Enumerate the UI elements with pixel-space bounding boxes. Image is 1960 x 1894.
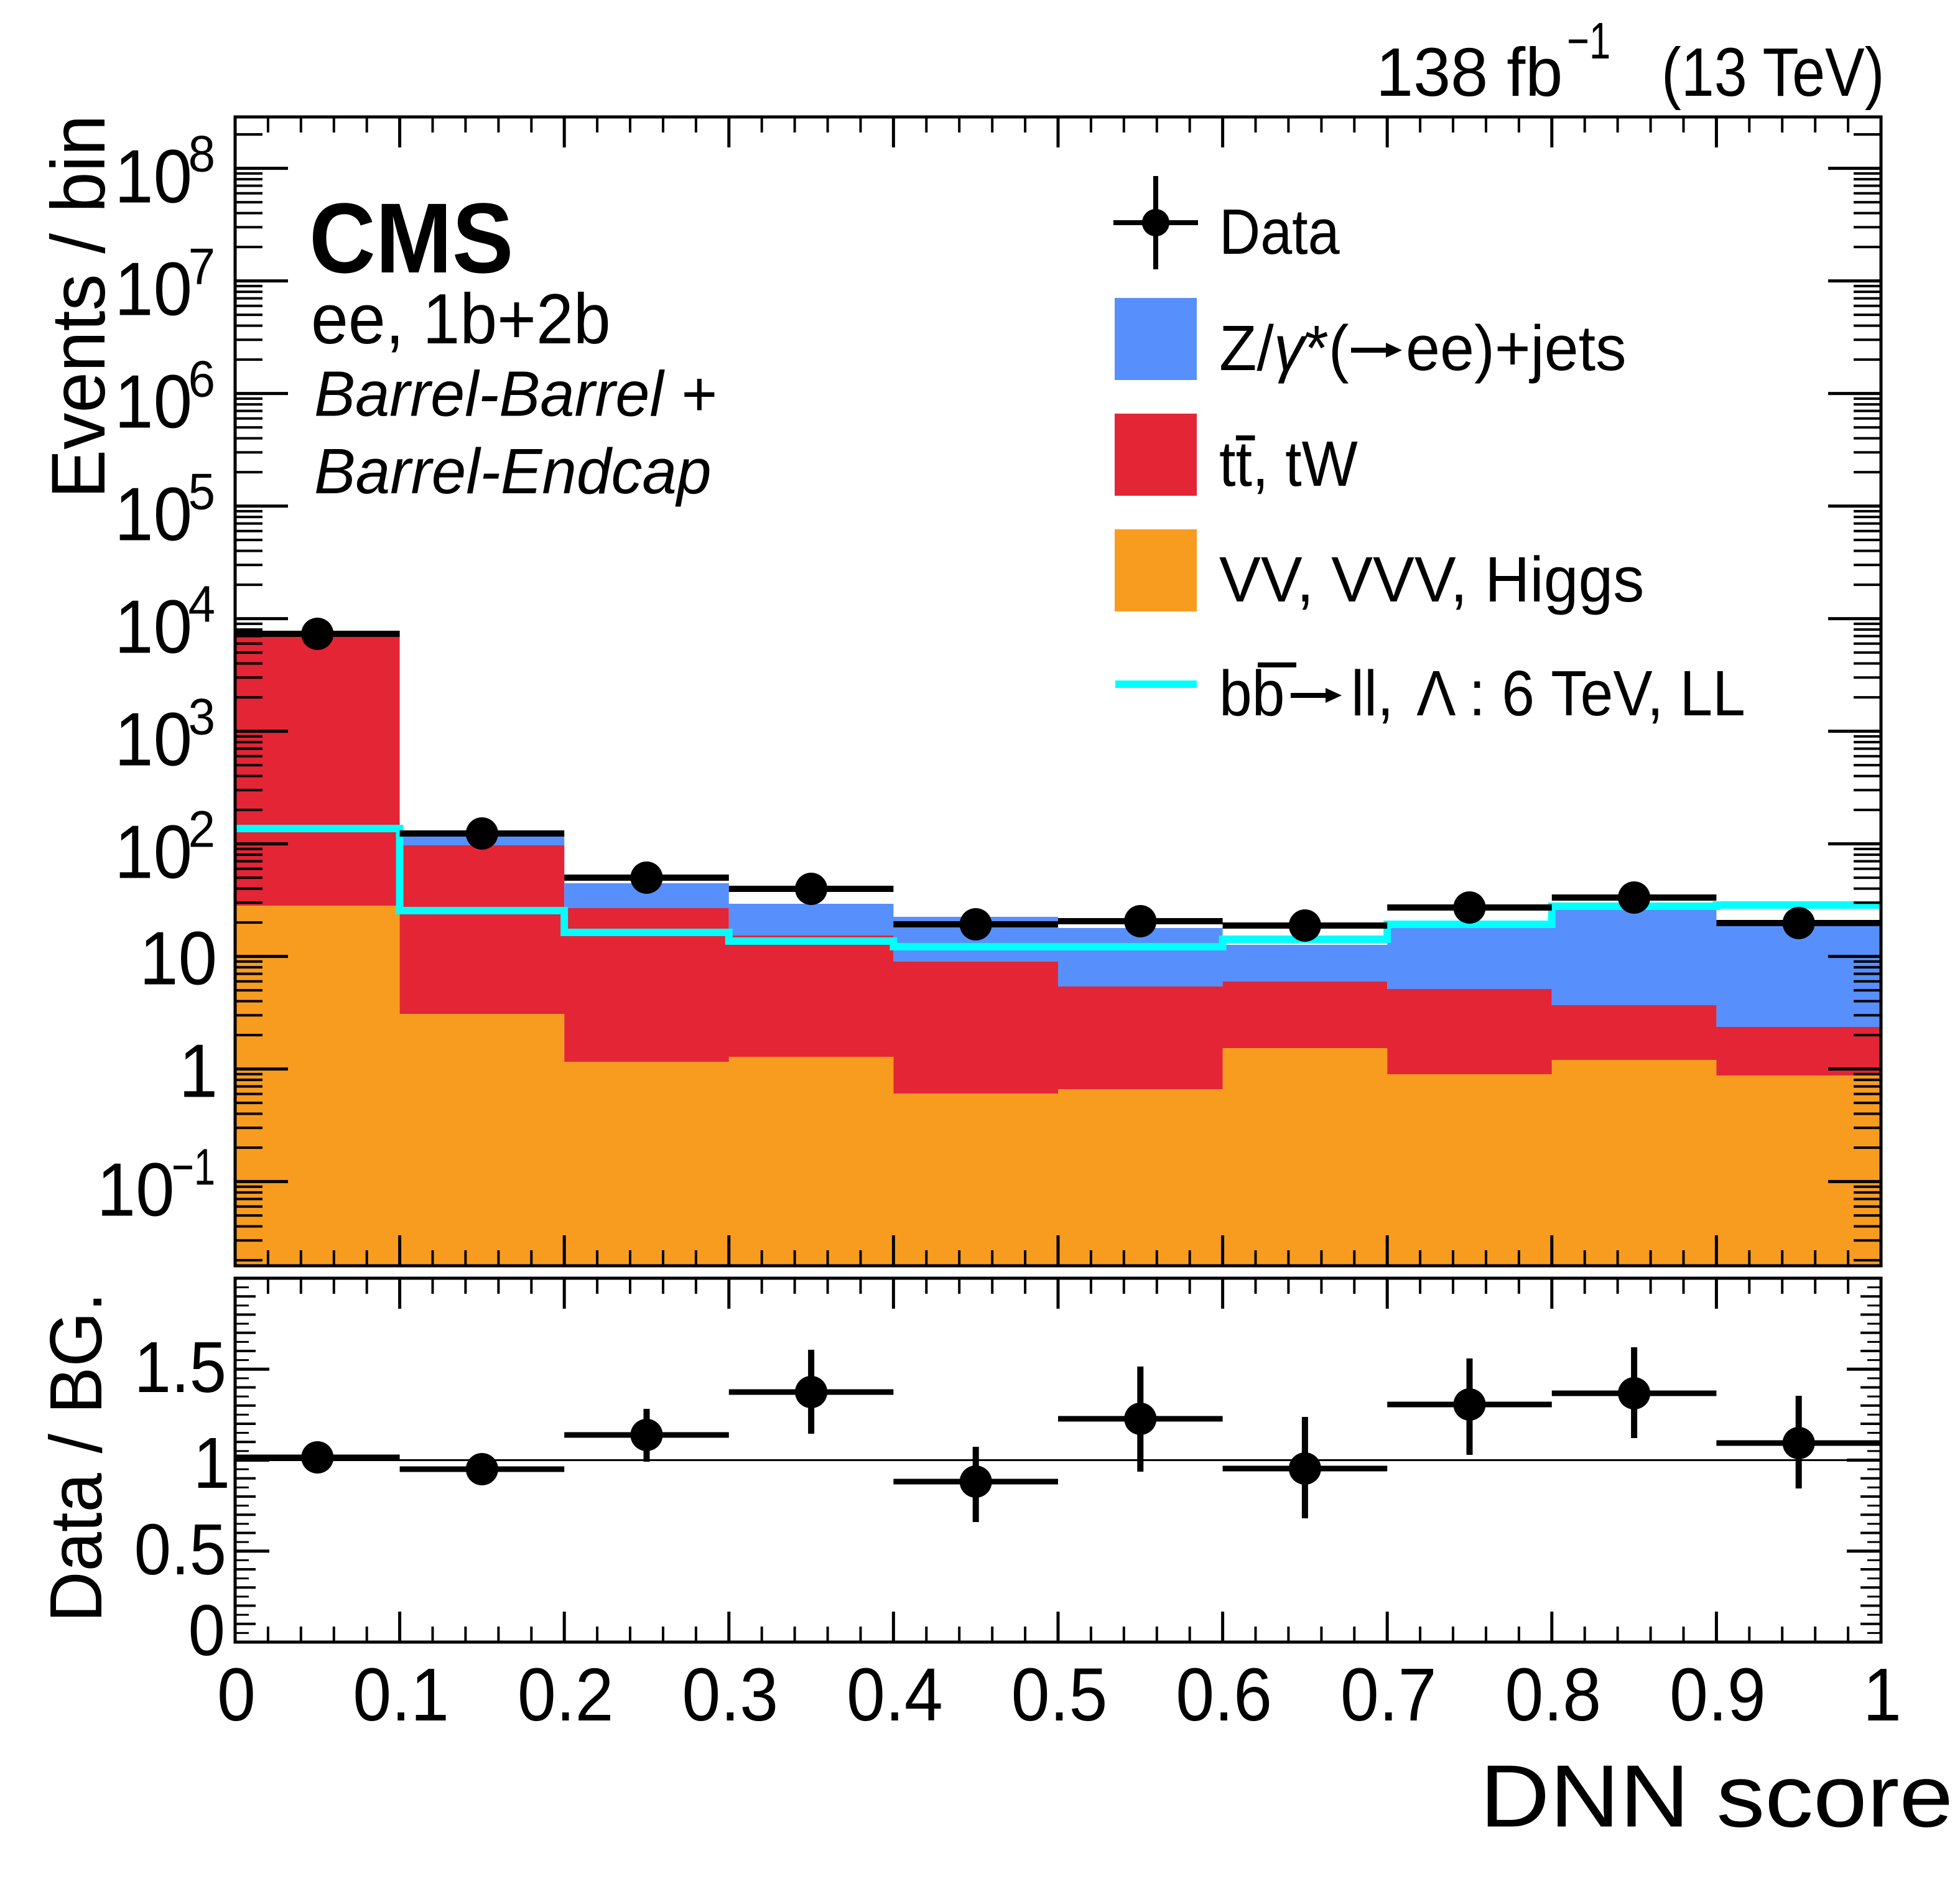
svg-text:1: 1 [193,1423,230,1503]
svg-text:0.3: 0.3 [682,1653,778,1737]
svg-text:0.1: 0.1 [353,1653,449,1737]
svg-text:3: 3 [188,688,215,746]
svg-text:Data / BG.: Data / BG. [35,1292,118,1622]
svg-text:ee)+jets: ee)+jets [1406,313,1627,384]
svg-text:10: 10 [114,359,192,443]
svg-text:1.5: 1.5 [134,1327,226,1408]
svg-text:CMS: CMS [309,183,514,294]
svg-text:10: 10 [114,697,192,781]
svg-text:bb: bb [1219,657,1284,729]
svg-text:0.2: 0.2 [518,1653,614,1737]
svg-text:0.5: 0.5 [134,1509,226,1590]
svg-text:0.8: 0.8 [1505,1653,1601,1737]
svg-text:Events / bin: Events / bin [35,115,121,499]
svg-text:ll,Λ : 6 TeV, LL: ll, Λ : 6 TeV, LL [1351,657,1745,729]
svg-text:Data: Data [1219,196,1340,267]
svg-text:0.4: 0.4 [847,1653,943,1737]
svg-text:5: 5 [188,463,215,521]
svg-text:DNN score: DNN score [1480,1747,1953,1845]
svg-text:7: 7 [188,238,215,295]
svg-text:10: 10 [114,246,192,331]
svg-text:Barrel-Barrel +: Barrel-Barrel + [314,359,717,430]
svg-text:(13 TeV): (13 TeV) [1661,34,1885,111]
svg-text:10: 10 [139,916,217,1000]
svg-text:0.7: 0.7 [1340,1653,1437,1737]
svg-text:6: 6 [188,350,215,408]
svg-text:10: 10 [114,584,192,669]
svg-text:1: 1 [179,1028,218,1113]
svg-text:1: 1 [1863,1653,1902,1737]
svg-text:ee, 1b+2b: ee, 1b+2b [311,280,611,358]
svg-text:4: 4 [188,575,215,633]
svg-text:VV, VVV, Higgs: VV, VVV, Higgs [1219,544,1644,616]
svg-text:0.6: 0.6 [1176,1653,1272,1737]
svg-text:0.9: 0.9 [1670,1653,1766,1737]
svg-text:0: 0 [188,1590,225,1671]
svg-text:10: 10 [97,1147,175,1232]
svg-text:−1: −1 [1567,12,1610,70]
svg-text:Z/γ*(: Z/γ*( [1219,313,1349,384]
svg-text:0.5: 0.5 [1011,1653,1108,1737]
svg-text:10: 10 [114,134,192,218]
svg-text:Barrel-Endcap: Barrel-Endcap [314,435,712,508]
svg-text:10: 10 [114,471,192,556]
svg-text:0: 0 [217,1653,256,1737]
svg-text:10: 10 [114,809,192,894]
svg-text:8: 8 [188,125,215,183]
svg-text:138 fb: 138 fb [1376,34,1563,111]
svg-text:−1: −1 [172,1139,215,1196]
svg-text:2: 2 [188,801,215,858]
